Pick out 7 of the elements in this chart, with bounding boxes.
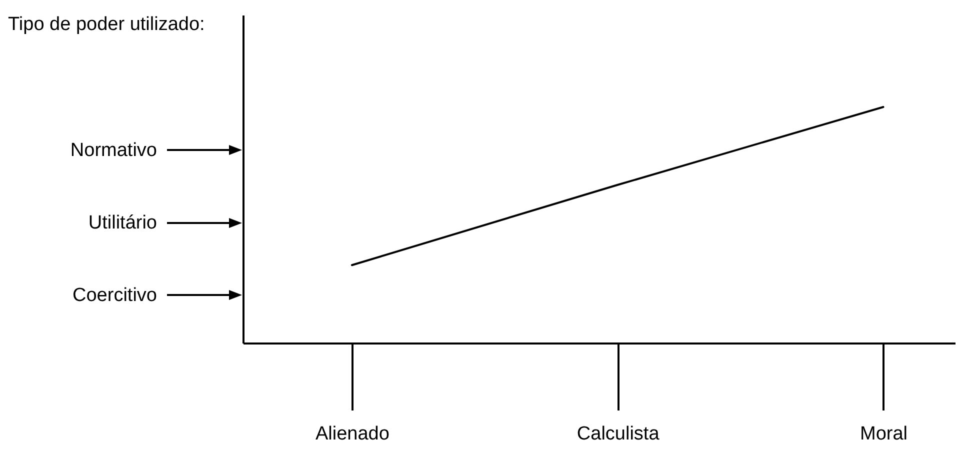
text: Utilitário	[88, 212, 157, 234]
text: Normativo	[70, 140, 157, 161]
text: Tipo de poder utilizado:	[8, 14, 205, 35]
text: Coercitivo	[72, 285, 157, 306]
x-tick-label: Calculista	[576, 424, 660, 444]
x-tick-label: Alienado	[315, 424, 390, 444]
x-tick-label: Moral	[860, 424, 908, 444]
